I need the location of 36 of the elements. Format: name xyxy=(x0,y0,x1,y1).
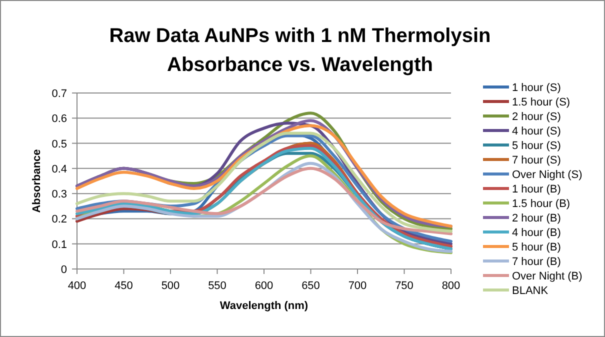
legend-label: 4 hour (S) xyxy=(512,126,561,138)
legend-label: 7 hour (B) xyxy=(512,256,561,268)
legend-label: 4 hour (B) xyxy=(512,227,561,239)
y-tick-label: 0.3 xyxy=(52,188,67,201)
legend-label: 1.5 hour (S) xyxy=(512,96,570,108)
legend-label: Over Night (B) xyxy=(512,270,582,282)
y-tick-label: 0.5 xyxy=(52,138,67,150)
x-tick-label: 600 xyxy=(254,280,274,292)
legend-label: 1.5 hour (B) xyxy=(512,198,570,210)
x-tick-label: 400 xyxy=(68,280,86,292)
x-tick-label: 500 xyxy=(161,280,180,292)
line-series xyxy=(76,166,452,236)
legend-label: 5 hour (B) xyxy=(512,242,561,254)
legend-label: Over Night (S) xyxy=(512,169,582,181)
legend-label: 5 hour (S) xyxy=(512,140,561,152)
legend-label: 7 hour (S) xyxy=(512,154,561,166)
y-axis-title: Absorbance xyxy=(31,149,43,213)
legend-label: 2 hour (B) xyxy=(512,212,561,224)
chart-title: Raw Data AuNPs with 1 nM Thermolysin Absorbance vs. Wavelength xyxy=(109,25,491,76)
y-tick-label: 0.7 xyxy=(52,88,67,100)
y-tick-label: 0.4 xyxy=(52,163,67,176)
x-tick-label: 800 xyxy=(442,280,460,292)
x-tick-label: 700 xyxy=(348,280,367,292)
y-tick-label: 0.1 xyxy=(52,238,67,251)
y-tick-label: 0.2 xyxy=(52,214,67,226)
legend-label: 1 hour (S) xyxy=(512,82,561,94)
legend-label: 2 hour (S) xyxy=(512,111,561,123)
x-tick-label: 550 xyxy=(208,280,226,292)
legend-label: BLANK xyxy=(512,285,549,297)
legend-label: 1 hour (B) xyxy=(512,184,561,196)
y-tick-label: 0.6 xyxy=(52,113,67,126)
x-axis-title: Wavelength (nm) xyxy=(220,300,308,312)
x-tick-label: 450 xyxy=(114,280,133,292)
x-tick-label: 750 xyxy=(395,280,414,292)
y-tick-label: 0 xyxy=(60,264,67,276)
x-tick-label: 650 xyxy=(302,280,320,292)
